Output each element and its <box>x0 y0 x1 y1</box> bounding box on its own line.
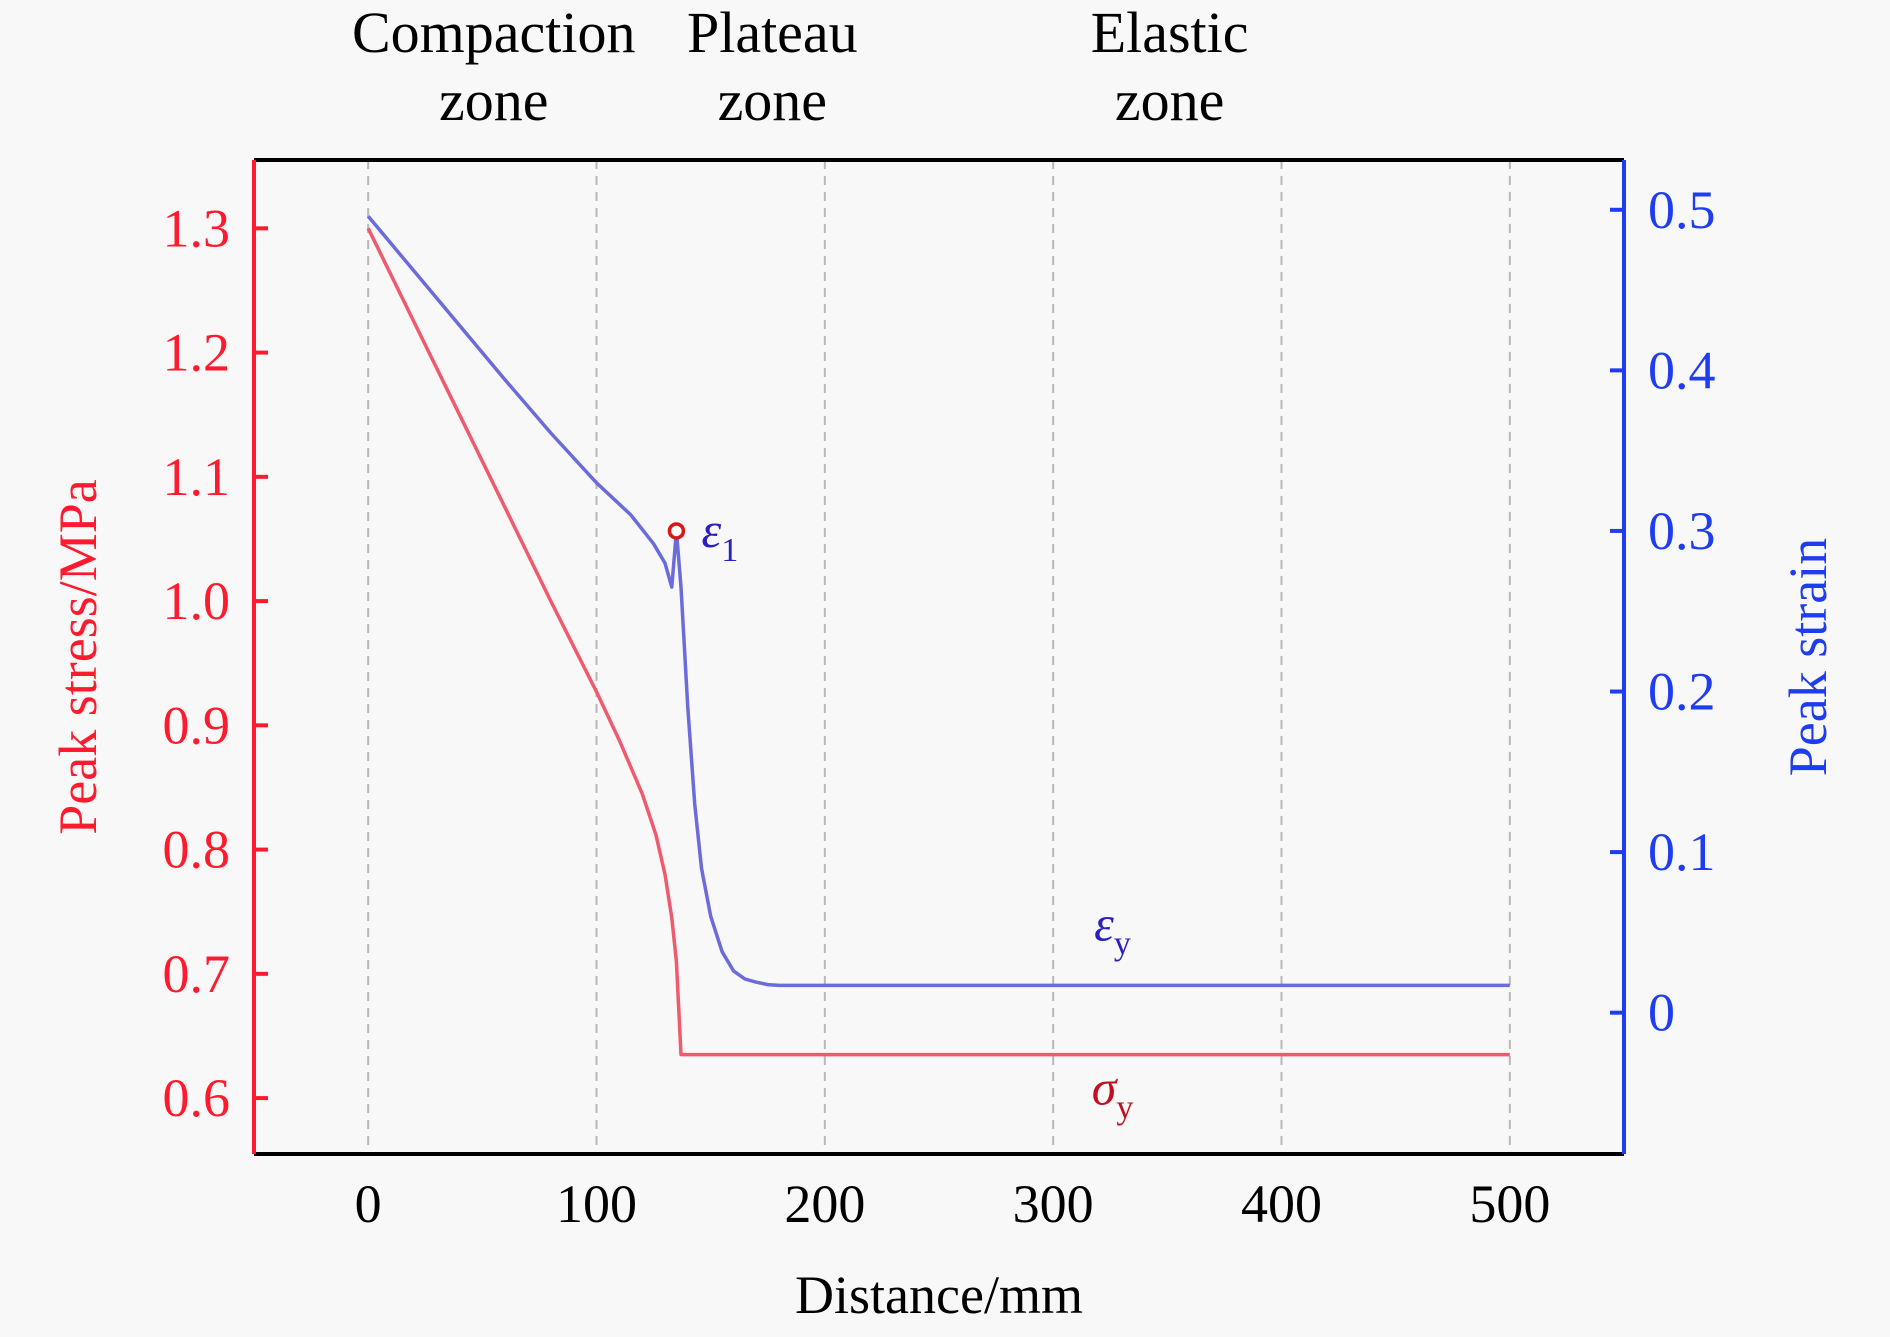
x-axis-title: Distance/mm <box>795 1265 1083 1325</box>
zone-label-0: Compaction zone <box>352 0 636 133</box>
right-y-tick-label-2: 0.2 <box>1648 662 1716 722</box>
axis-titles: Distance/mm Peak stress/MPa Peak strain <box>48 479 1838 1325</box>
right-y-tick-label-5: 0.5 <box>1648 180 1716 240</box>
series-line-0 <box>366 227 1510 1057</box>
series-label-0: σy <box>1092 1059 1134 1126</box>
left-y-tick-label-3: 0.9 <box>163 695 231 755</box>
left-y-tick-label-2: 0.8 <box>163 820 231 880</box>
left-y-tick-label-6: 1.2 <box>163 323 231 383</box>
zone-label-line1: Elastic <box>1091 0 1249 65</box>
left-y-tick-label-5: 1.1 <box>163 447 231 507</box>
zone-label-1: Plateau zone <box>687 0 858 133</box>
x-tick-label-100: 100 <box>556 1174 637 1234</box>
right-y-tick-label-3: 0.3 <box>1648 501 1716 561</box>
plot-frame <box>252 158 1626 1156</box>
x-tick-label-500: 500 <box>1469 1174 1550 1234</box>
x-tick-label-0: 0 <box>355 1174 382 1234</box>
zone-label-line2: zone <box>1115 68 1225 133</box>
grid-lines <box>367 160 1511 1154</box>
annotation-label-0: ε1 <box>702 502 739 569</box>
left-y-axis-title: Peak stress/MPa <box>48 479 108 835</box>
series-label-subscript: y <box>1114 925 1131 962</box>
annotation-marker-0 <box>667 522 686 540</box>
left-y-tick-label-4: 1.0 <box>163 571 231 631</box>
right-y-tick-label-0: 0 <box>1648 983 1675 1043</box>
zone-label-line2: zone <box>439 68 549 133</box>
series-label-subscript: y <box>1116 1089 1133 1126</box>
series-line-1 <box>366 215 1510 988</box>
left-y-tick-label-7: 1.3 <box>163 198 231 258</box>
series-label-symbol: ε <box>1094 895 1114 951</box>
x-tick-label-200: 200 <box>784 1174 865 1234</box>
zone-label-line1: Compaction <box>352 0 636 65</box>
right-y-axis-title: Peak strain <box>1778 538 1838 776</box>
right-y-tick-label-1: 0.1 <box>1648 822 1716 882</box>
zone-label-2: Elastic zone <box>1091 0 1249 133</box>
series-label-symbol: σ <box>1092 1059 1119 1115</box>
left-y-tick-label-1: 0.7 <box>163 944 231 1004</box>
left-y-tick-label-0: 0.6 <box>163 1068 231 1128</box>
right-y-tick-label-4: 0.4 <box>1648 340 1716 400</box>
annotation-symbol: ε <box>702 502 722 558</box>
series-label-1: εy <box>1094 895 1131 962</box>
zone-label-line1: Plateau <box>687 0 858 65</box>
annotation-subscript: 1 <box>721 532 738 569</box>
ticks: 0 100 200 300 400 500 0.6 0.7 0.8 0.9 1.0 1.1 1.2 1.3… <box>163 180 1716 1234</box>
x-tick-label-300: 300 <box>1013 1174 1094 1234</box>
x-tick-label-400: 400 <box>1241 1174 1322 1234</box>
zone-label-line2: zone <box>718 68 828 133</box>
